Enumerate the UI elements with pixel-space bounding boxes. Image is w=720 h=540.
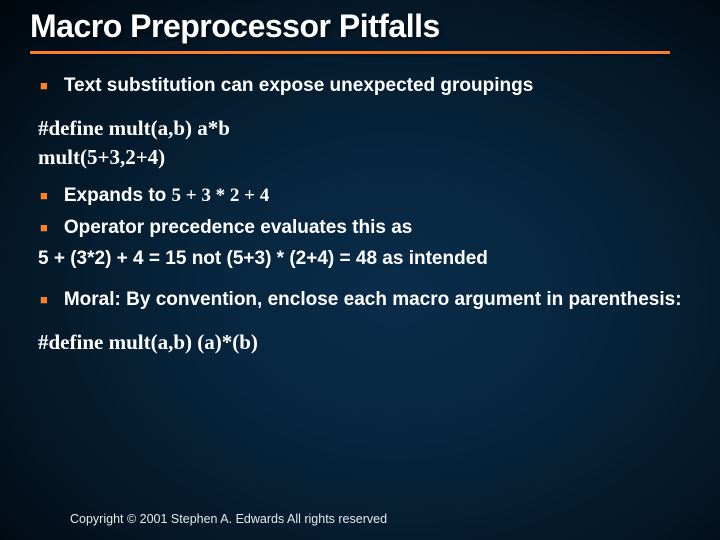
bullet-text: Expands to 5 + 3 * 2 + 4 bbox=[64, 184, 690, 208]
copyright-footer: Copyright © 2001 Stephen A. Edwards All … bbox=[70, 512, 387, 526]
slide-title: Macro Preprocessor Pitfalls bbox=[30, 8, 690, 45]
bullet-icon: ■ bbox=[40, 184, 48, 208]
bullet-text: Moral: By convention, enclose each macro… bbox=[64, 288, 690, 312]
bullet-item: ■ Text substitution can expose unexpecte… bbox=[40, 74, 690, 98]
bullet-icon: ■ bbox=[40, 74, 48, 98]
inline-code: 5 + 3 * 2 + 4 bbox=[172, 185, 270, 206]
slide: Macro Preprocessor Pitfalls ■ Text subst… bbox=[0, 0, 720, 540]
evaluation-line: 5 + (3*2) + 4 = 15 not (5+3) * (2+4) = 4… bbox=[38, 248, 690, 270]
code-call: mult(5+3,2+4) bbox=[38, 145, 690, 170]
bullet-item: ■ Moral: By convention, enclose each mac… bbox=[40, 288, 690, 312]
code-define-1: #define mult(a,b) a*b bbox=[38, 116, 690, 141]
bullet-text: Text substitution can expose unexpected … bbox=[64, 74, 690, 98]
bullet-icon: ■ bbox=[40, 288, 48, 312]
bullet-icon: ■ bbox=[40, 216, 48, 240]
title-underline bbox=[30, 51, 670, 54]
bullet-prefix: Expands to bbox=[64, 185, 172, 206]
bullet-item: ■ Expands to 5 + 3 * 2 + 4 bbox=[40, 184, 690, 208]
bullet-text: Operator precedence evaluates this as bbox=[64, 216, 690, 240]
code-define-2: #define mult(a,b) (a)*(b) bbox=[38, 330, 690, 355]
bullet-item: ■ Operator precedence evaluates this as bbox=[40, 216, 690, 240]
